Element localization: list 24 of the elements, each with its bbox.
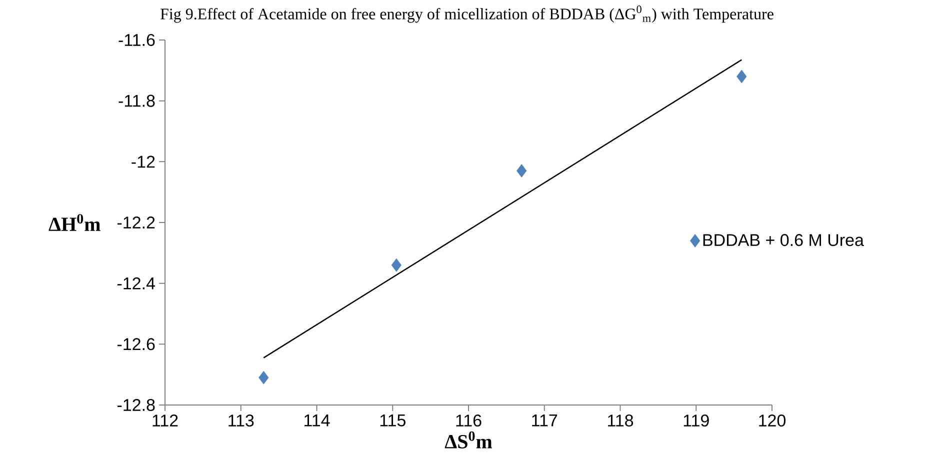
point xyxy=(736,70,747,84)
point xyxy=(516,164,527,178)
x-tick-label: 116 xyxy=(456,414,482,427)
point xyxy=(258,370,269,384)
x-tick-label: 114 xyxy=(304,414,330,426)
y-axis-title: ΔH$^{0}$m xyxy=(48,214,100,231)
point xyxy=(391,258,402,272)
y-tick-label: -12.8 xyxy=(117,398,155,412)
x-tick-label: 117 xyxy=(532,414,558,426)
x-tick-label: 112 xyxy=(152,414,178,426)
legend-label: BDDAB + 0.6 M Urea xyxy=(703,234,864,246)
chart-title: Fig 9.Effect of Acetamide on free energy of micellization of BDDAB (ΔG$^{0}$$_{m}$) with Temperature xyxy=(160,6,774,23)
x-tick-label: 120 xyxy=(759,414,786,427)
x-axis-title: ΔS$^{0}$m xyxy=(444,431,492,448)
x-tick-label: 113 xyxy=(228,414,254,427)
x-tick-label: 119 xyxy=(684,414,709,427)
y-tick-label: -12.2 xyxy=(117,216,155,228)
y-tick-label: -12.6 xyxy=(117,338,155,350)
y-tick-label: -11.8 xyxy=(118,94,155,107)
y-tick-label: -11.6 xyxy=(118,34,155,46)
x-tick-label: 118 xyxy=(608,414,634,427)
y-tick-label: -12 xyxy=(132,156,155,168)
y-tick-label: -12.4 xyxy=(117,277,155,290)
x-tick-label: 115 xyxy=(380,414,406,426)
